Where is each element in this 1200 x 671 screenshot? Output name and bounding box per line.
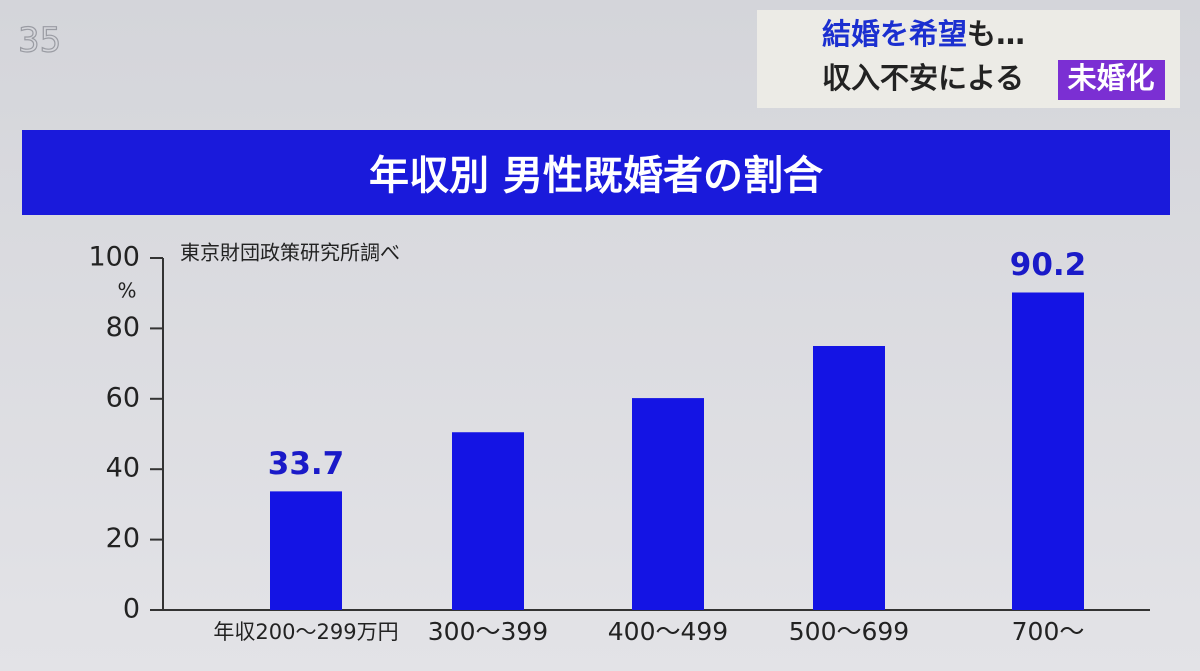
bar bbox=[452, 432, 524, 610]
source-note: 東京財団政策研究所調べ bbox=[180, 241, 400, 265]
y-tick-label: 20 bbox=[106, 523, 140, 554]
header-line1: 結婚を希望も… bbox=[822, 17, 1025, 51]
header-text: も… bbox=[967, 17, 1025, 51]
y-tick-label: 100 bbox=[88, 242, 140, 273]
header-highlight-text: 未婚化 bbox=[1067, 61, 1154, 95]
value-label: 90.2 bbox=[1010, 247, 1087, 283]
bar bbox=[1012, 292, 1084, 610]
y-tick-label: 40 bbox=[106, 453, 140, 484]
bar bbox=[632, 398, 704, 610]
y-tick-label: 0 bbox=[123, 594, 140, 625]
y-tick-label: 80 bbox=[106, 312, 140, 343]
x-tick-label: 700〜 bbox=[1012, 617, 1085, 646]
bar bbox=[813, 346, 885, 610]
x-tick-label: 年収200〜299万円 bbox=[213, 620, 398, 644]
header-highlight bbox=[1058, 60, 1165, 100]
y-unit: % bbox=[117, 279, 136, 303]
chart-title: 年収別 男性既婚者の割合 bbox=[369, 153, 823, 199]
header-emphasis: 結婚を希望 bbox=[822, 17, 967, 51]
x-tick-label: 400〜499 bbox=[608, 617, 728, 646]
x-tick-label: 500〜699 bbox=[789, 617, 909, 646]
y-tick-label: 60 bbox=[106, 382, 140, 413]
channel-logo: 35 bbox=[18, 21, 61, 61]
value-label: 33.7 bbox=[268, 446, 345, 482]
bar bbox=[270, 491, 342, 610]
header-line2: 収入不安による bbox=[822, 61, 1024, 95]
x-tick-label: 300〜399 bbox=[428, 617, 548, 646]
title-band bbox=[22, 130, 1170, 215]
